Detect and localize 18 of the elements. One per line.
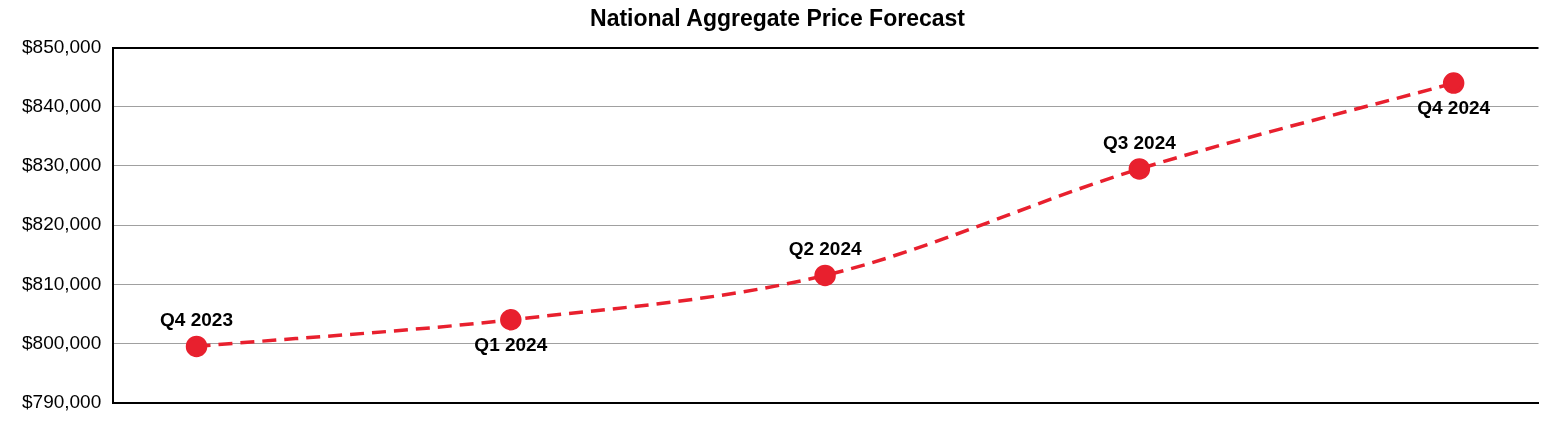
x-tick-label: Q2 2024 <box>788 238 862 260</box>
x-tick-label: Q4 2023 <box>160 309 233 331</box>
x-tick-label: Q1 2024 <box>474 333 548 355</box>
y-tick-label: $850,000 <box>22 35 102 57</box>
point <box>500 309 522 331</box>
x-tick-label: Q3 2024 <box>1102 131 1177 153</box>
y-tick-label: $810,000 <box>22 272 102 294</box>
point <box>185 335 208 358</box>
point <box>1128 158 1151 180</box>
y-tick-label: $830,000 <box>22 154 102 176</box>
point <box>1442 72 1465 94</box>
y-tick-label: $820,000 <box>22 213 102 235</box>
point <box>814 264 836 287</box>
chart-title: National Aggregate Price Forecast <box>590 5 966 32</box>
x-tick-label: Q4 2024 <box>1417 96 1491 118</box>
y-tick-label: $800,000 <box>22 331 102 353</box>
y-tick-label: $790,000 <box>22 390 102 412</box>
y-tick-label: $840,000 <box>22 95 102 116</box>
